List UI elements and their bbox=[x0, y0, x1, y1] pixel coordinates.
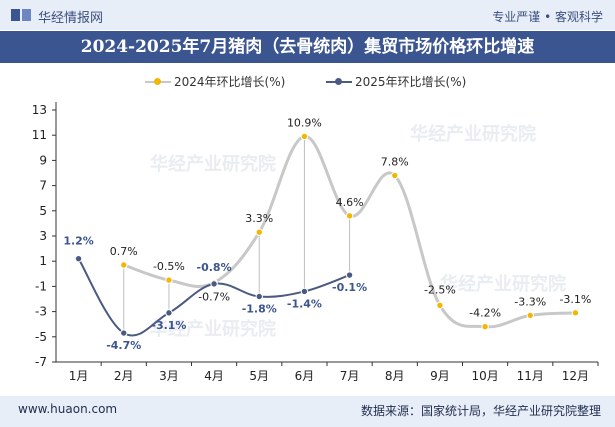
y-tick-label: -7 bbox=[35, 355, 47, 369]
site-url: www.huaon.com bbox=[18, 402, 118, 416]
y-tick-label: 13 bbox=[32, 103, 47, 117]
data-label-2024: -0.5% bbox=[153, 260, 185, 273]
point-2024 bbox=[526, 311, 534, 320]
point-2024 bbox=[120, 261, 128, 269]
point-2024 bbox=[436, 301, 444, 309]
watermark: 华经产业研究院 bbox=[150, 154, 276, 175]
data-label-2025: -0.1% bbox=[332, 281, 367, 294]
data-label-2024: -3.1% bbox=[559, 293, 591, 306]
x-tick-label: 11月 bbox=[517, 369, 544, 383]
data-label-2024: -0.7% bbox=[198, 291, 230, 304]
logo-icon bbox=[11, 9, 31, 21]
point-2024 bbox=[165, 276, 173, 284]
chart-title: 2024-2025年7月猪肉（去骨统肉）集贸市场价格环比增速 bbox=[80, 37, 535, 57]
point-2025 bbox=[255, 292, 263, 301]
point-2024 bbox=[255, 228, 263, 236]
point-2024 bbox=[345, 212, 354, 220]
x-tick-label: 5月 bbox=[249, 369, 269, 383]
watermark: 华经产业研究院 bbox=[440, 274, 566, 295]
x-tick-label: 12月 bbox=[562, 369, 589, 383]
x-tick-label: 10月 bbox=[471, 369, 498, 383]
y-tick-label: -3 bbox=[35, 305, 47, 319]
data-label-2024: 0.7% bbox=[110, 245, 138, 258]
y-tick-label: -1 bbox=[35, 279, 47, 293]
point-2024 bbox=[300, 132, 309, 141]
footer-bar: www.huaon.com 数据来源：国家统计局，华经产业研究院整理 bbox=[0, 396, 615, 427]
point-2025 bbox=[74, 254, 83, 263]
y-tick-label: 3 bbox=[39, 229, 47, 243]
data-label-2025: -4.7% bbox=[106, 339, 141, 352]
point-2025 bbox=[345, 271, 354, 279]
y-tick-label: -5 bbox=[35, 330, 47, 344]
data-label-2024: 4.6% bbox=[336, 196, 364, 209]
watermark: 华经产业研究院 bbox=[410, 124, 536, 145]
data-label-2024: -4.2% bbox=[469, 307, 501, 320]
y-tick-label: 5 bbox=[39, 204, 47, 218]
brand-name: 华经情报网 bbox=[38, 11, 104, 26]
point-2024 bbox=[571, 309, 580, 317]
data-label-2025: -3.1% bbox=[151, 319, 186, 332]
data-label-2024: -2.5% bbox=[424, 283, 456, 296]
point-2025 bbox=[165, 309, 173, 317]
x-tick-label: 1月 bbox=[69, 369, 89, 383]
data-label-2024: -3.3% bbox=[514, 295, 546, 308]
legend-label-2024: 2024年环比增长(%) bbox=[174, 75, 286, 89]
slogan: 专业严谨 • 客观科学 bbox=[492, 10, 603, 24]
point-2025 bbox=[300, 287, 309, 296]
legend: 2024年环比增长(%) 2025年环比增长(%) bbox=[0, 72, 615, 92]
data-source: 数据来源：国家统计局，华经产业研究院整理 bbox=[360, 404, 601, 418]
data-label-2025: -1.4% bbox=[287, 297, 322, 310]
point-2025 bbox=[210, 280, 218, 288]
y-tick-label: 1 bbox=[39, 254, 47, 268]
header-bar: 华经情报网 专业严谨 • 客观科学 bbox=[0, 0, 615, 30]
point-2024 bbox=[391, 171, 399, 180]
legend-marker-2025 bbox=[335, 78, 342, 85]
data-label-2025: -0.8% bbox=[197, 261, 232, 274]
data-label-2024: 7.8% bbox=[381, 156, 409, 169]
x-tick-label: 9月 bbox=[430, 369, 450, 383]
x-tick-label: 7月 bbox=[340, 369, 360, 383]
x-tick-label: 2月 bbox=[114, 369, 134, 383]
data-label-2025: 1.2% bbox=[63, 235, 94, 248]
x-tick-label: 4月 bbox=[204, 369, 224, 383]
watermark: 华经产业研究院 bbox=[150, 319, 276, 340]
data-label-2024: 10.9% bbox=[287, 116, 322, 129]
legend-marker-2024 bbox=[154, 78, 161, 85]
y-tick-label: 11 bbox=[32, 128, 47, 142]
y-tick-label: 7 bbox=[39, 179, 47, 193]
x-tick-label: 3月 bbox=[159, 369, 179, 383]
x-tick-label: 8月 bbox=[385, 369, 405, 383]
data-label-2024: 3.3% bbox=[245, 212, 273, 225]
point-2024 bbox=[481, 323, 489, 331]
data-label-2025: -1.8% bbox=[242, 302, 277, 315]
title-bar: 2024-2025年7月猪肉（去骨统肉）集贸市场价格环比增速 bbox=[0, 31, 615, 63]
legend-label-2025: 2025年环比增长(%) bbox=[355, 75, 467, 89]
y-tick-label: 9 bbox=[39, 153, 47, 167]
x-tick-label: 6月 bbox=[295, 369, 315, 383]
point-2025 bbox=[120, 329, 128, 337]
